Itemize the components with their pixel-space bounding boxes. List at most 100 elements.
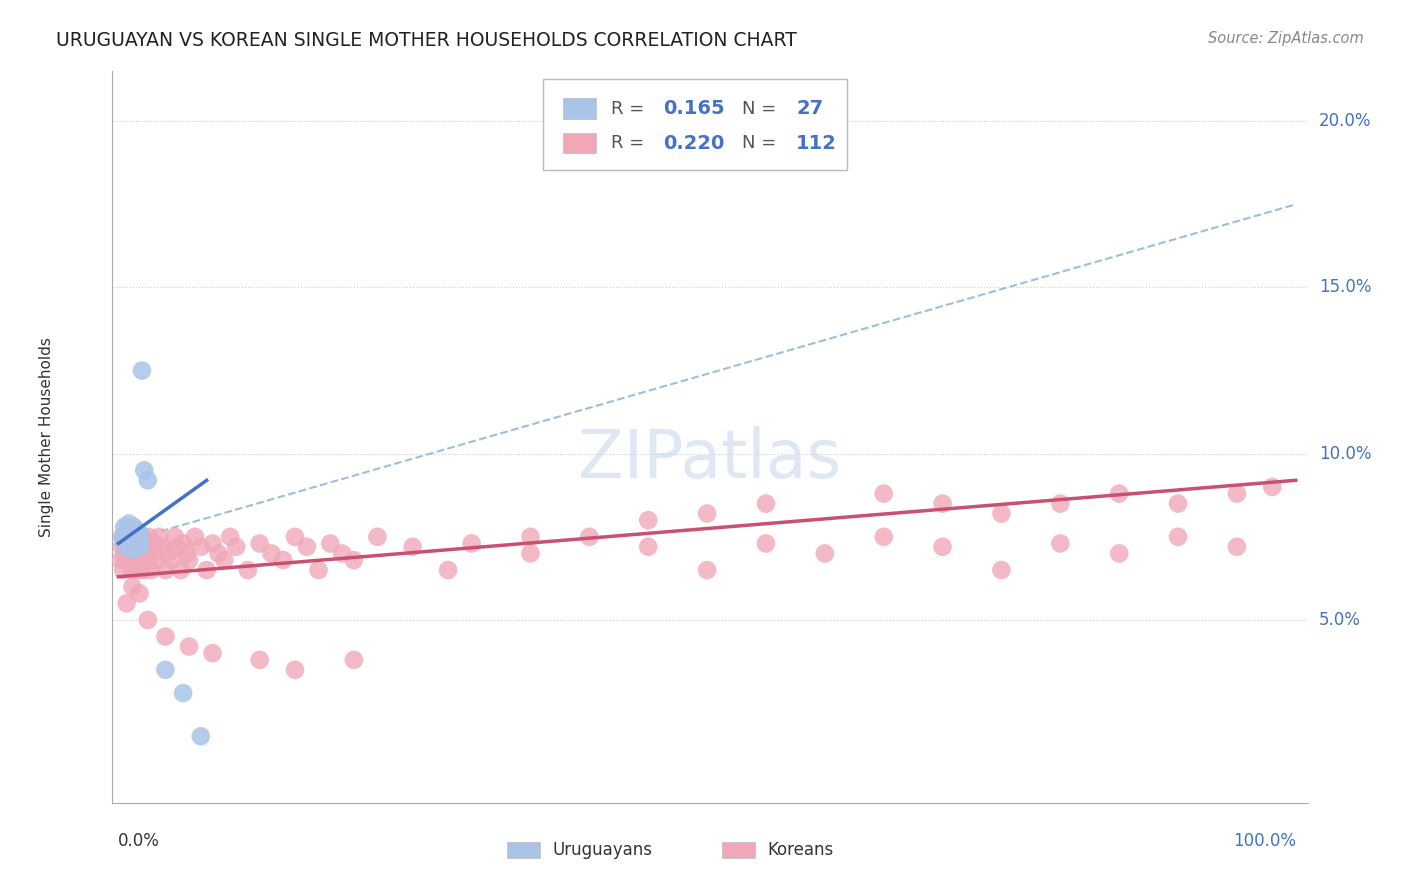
Point (112, 530, 135, 544)
Point (120, 523, 142, 537)
Point (1226, 540, 1249, 554)
Point (172, 686, 194, 700)
Point (127, 540, 149, 554)
Point (120, 546, 142, 560)
Text: ZIPatlas: ZIPatlas (578, 426, 842, 492)
Point (134, 536, 156, 550)
Point (115, 543, 138, 558)
Point (148, 530, 170, 544)
Point (120, 536, 142, 550)
Point (177, 553, 200, 567)
Point (330, 546, 353, 560)
Point (143, 546, 166, 560)
Point (249, 536, 271, 550)
Text: Source: ZipAtlas.com: Source: ZipAtlas.com (1208, 31, 1364, 46)
Point (124, 526, 146, 541)
Point (519, 546, 541, 560)
Point (110, 553, 132, 567)
Point (755, 497, 778, 511)
Point (873, 530, 896, 544)
Point (172, 536, 194, 550)
Point (112, 563, 135, 577)
Text: Uruguayans: Uruguayans (553, 840, 652, 859)
Point (190, 729, 212, 743)
Point (118, 536, 141, 550)
Point (460, 536, 482, 550)
Text: 112: 112 (796, 134, 837, 153)
Point (138, 530, 160, 544)
Point (160, 553, 183, 567)
Point (127, 533, 149, 548)
Text: N =: N = (742, 100, 782, 118)
Point (125, 523, 148, 537)
Point (146, 553, 169, 567)
Bar (562, 98, 596, 119)
Point (112, 520, 135, 534)
Point (129, 546, 152, 560)
Point (755, 536, 778, 550)
Point (128, 540, 150, 554)
Bar (723, 841, 755, 858)
Text: N =: N = (742, 134, 782, 152)
Text: Koreans: Koreans (768, 840, 834, 859)
Point (1167, 530, 1189, 544)
Text: 10.0%: 10.0% (1319, 445, 1371, 463)
Point (128, 586, 150, 600)
Point (128, 526, 150, 541)
Text: 20.0%: 20.0% (1319, 112, 1371, 130)
Point (134, 563, 156, 577)
Point (156, 546, 179, 560)
Point (112, 536, 135, 550)
Point (136, 613, 159, 627)
Point (135, 546, 157, 560)
Point (131, 363, 153, 377)
Point (166, 540, 188, 554)
Point (207, 546, 229, 560)
Point (519, 530, 541, 544)
Point (637, 513, 659, 527)
Point (128, 563, 150, 577)
Point (122, 546, 145, 560)
Point (117, 533, 139, 548)
Point (271, 553, 294, 567)
Point (122, 536, 145, 550)
Point (219, 530, 242, 544)
Point (132, 540, 155, 554)
Point (120, 540, 142, 554)
Point (124, 553, 146, 567)
Point (124, 530, 146, 544)
Point (114, 553, 136, 567)
Point (121, 530, 143, 544)
Point (236, 563, 259, 577)
Bar (508, 841, 540, 858)
Point (201, 536, 224, 550)
Point (163, 530, 186, 544)
Point (115, 526, 138, 541)
Point (249, 653, 271, 667)
Point (814, 546, 837, 560)
Point (176, 546, 198, 560)
Point (1049, 497, 1071, 511)
Point (696, 563, 718, 577)
Point (127, 540, 149, 554)
Point (125, 533, 148, 548)
Text: 15.0%: 15.0% (1319, 278, 1371, 296)
Text: Single Mother Households: Single Mother Households (39, 337, 55, 537)
Point (201, 646, 224, 660)
Point (127, 530, 149, 544)
Point (931, 540, 953, 554)
Point (402, 540, 425, 554)
Point (120, 530, 142, 544)
Point (139, 540, 162, 554)
Point (170, 563, 193, 577)
Point (141, 563, 163, 577)
Point (112, 546, 135, 560)
Text: 27: 27 (796, 99, 823, 118)
Point (637, 540, 659, 554)
Point (990, 563, 1012, 577)
Point (121, 580, 143, 594)
Point (115, 530, 138, 544)
Point (1261, 480, 1284, 494)
Point (136, 473, 159, 487)
Point (177, 640, 200, 654)
